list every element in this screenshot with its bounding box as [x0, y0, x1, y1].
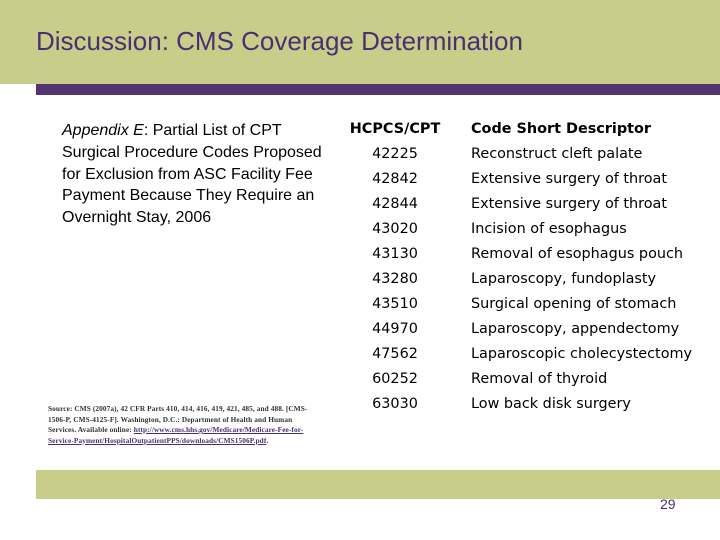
- code-cell: 43280: [372, 271, 418, 287]
- header-code: HCPCS/CPT: [349, 121, 441, 137]
- title-band: Discussion: CMS Coverage Determination: [0, 0, 720, 84]
- code-column: HCPCS/CPT 42225 42842 42844 43020 43130 …: [340, 117, 450, 417]
- source-text: Source: CMS (2007a), 42 CFR Parts 410, 4…: [48, 404, 308, 434]
- accent-bar: [36, 84, 720, 95]
- code-cell: 43020: [372, 221, 418, 237]
- descriptor-cell: Surgical opening of stomach: [471, 296, 677, 312]
- descriptor-cell: Incision of esophagus: [471, 221, 627, 237]
- descriptor-cell: Reconstruct cleft palate: [471, 146, 643, 162]
- descriptor-cell: Removal of thyroid: [471, 371, 608, 387]
- descriptor-column: Code Short Descriptor Reconstruct cleft …: [471, 117, 716, 417]
- descriptor-cell: Extensive surgery of throat: [471, 196, 668, 212]
- source-note: Source: CMS (2007a), 42 CFR Parts 410, 4…: [48, 404, 318, 446]
- header-descriptor: Code Short Descriptor: [471, 121, 651, 137]
- table-caption: Appendix E: Partial List of CPT Surgical…: [62, 120, 322, 229]
- descriptor-cell: Low back disk surgery: [471, 396, 631, 412]
- code-cell: 42225: [372, 146, 418, 162]
- code-cell: 43510: [372, 296, 418, 312]
- descriptor-cell: Laparoscopic cholecystectomy: [471, 346, 693, 362]
- source-link[interactable]: http://www.cms.hhs.gov/Medicare/Medicare…: [48, 425, 304, 445]
- code-cell: 43130: [372, 246, 418, 262]
- code-cell: 60252: [372, 371, 418, 387]
- page-number: 29: [660, 496, 676, 512]
- code-cell: 63030: [372, 396, 418, 412]
- footer-band: [36, 470, 720, 499]
- descriptor-cell: Removal of esophagus pouch: [471, 246, 684, 262]
- descriptor-cell: Laparoscopy, fundoplasty: [471, 271, 657, 287]
- slide-title: Discussion: CMS Coverage Determination: [36, 26, 523, 56]
- code-cell: 47562: [372, 346, 418, 362]
- code-cell: 42842: [372, 171, 418, 187]
- caption-text: : Partial List of CPT Surgical Procedure…: [62, 122, 322, 227]
- caption-appendix: Appendix E: [62, 122, 144, 139]
- descriptor-cell: Extensive surgery of throat: [471, 171, 668, 187]
- code-cell: 42844: [372, 196, 418, 212]
- source-trail: .: [266, 435, 269, 445]
- code-cell: 44970: [372, 321, 418, 337]
- descriptor-cell: Laparoscopy, appendectomy: [471, 321, 680, 337]
- content-area: [36, 95, 720, 470]
